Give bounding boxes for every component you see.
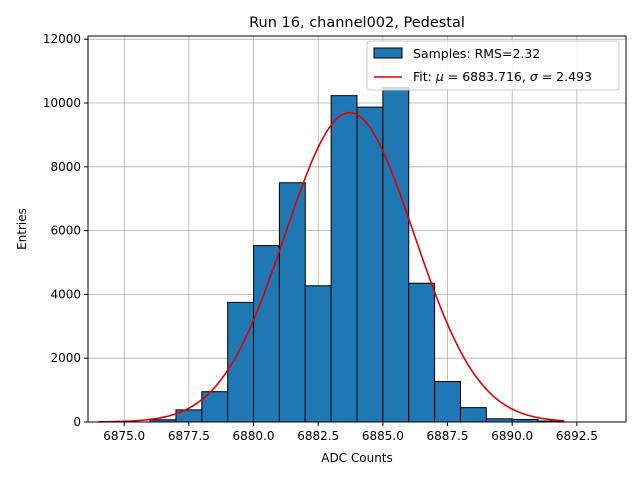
fit-curve — [98, 111, 564, 423]
chart-title: Run 16, channel002, Pedestal — [249, 15, 465, 31]
plot-frame — [87, 35, 627, 423]
x-tick-label: 6892.5 — [556, 429, 598, 443]
x-axis-label: ADC Counts — [321, 451, 393, 465]
histogram-bar — [227, 301, 255, 423]
histogram-bar — [459, 407, 487, 423]
histogram-bars — [149, 87, 565, 423]
y-tick-label: 4000 — [50, 287, 81, 301]
y-tick-label: 12000 — [43, 32, 81, 46]
x-tick-label: 6887.5 — [427, 429, 469, 443]
histogram-bar — [278, 182, 306, 423]
y-tick-label: 2000 — [50, 351, 81, 365]
legend-samples-label: Samples: RMS=2.32 — [413, 46, 540, 61]
y-tick-label: 8000 — [50, 160, 81, 174]
y-axis-label: Entries — [15, 208, 29, 250]
x-tick-label: 6875.0 — [103, 429, 145, 443]
histogram-bar — [434, 380, 461, 423]
x-tick-label: 6880.0 — [233, 429, 275, 443]
histogram-bar — [253, 245, 280, 423]
histogram-bar — [382, 87, 410, 423]
legend: Samples: RMS=2.32 Fit: μ = 6883.716, σ =… — [366, 40, 620, 91]
y-tick-label: 6000 — [50, 224, 81, 238]
legend-fit-label: Fit: μ = 6883.716, σ = 2.493 — [413, 69, 592, 84]
x-axis-ticks: 6875.0 6877.5 6880.0 6882.5 6885.0 6887.5 6890… — [103, 422, 598, 443]
x-tick-label: 6877.5 — [168, 429, 210, 443]
fit-curve-layer — [98, 111, 564, 423]
x-tick-label: 6882.5 — [297, 429, 339, 443]
histogram-bar — [330, 95, 358, 423]
x-tick-label: 6890.0 — [491, 429, 533, 443]
legend-samples-swatch — [373, 47, 403, 59]
histogram-bar — [356, 106, 384, 423]
y-tick-label: 0 — [73, 415, 81, 429]
legend-box — [366, 40, 620, 91]
x-tick-label: 6885.0 — [362, 429, 404, 443]
histogram-bar — [408, 282, 436, 423]
y-axis-ticks: 0 2000 4000 6000 8000 10000 12000 — [43, 32, 88, 429]
histogram-bar — [304, 285, 332, 423]
y-tick-label: 10000 — [43, 96, 81, 110]
